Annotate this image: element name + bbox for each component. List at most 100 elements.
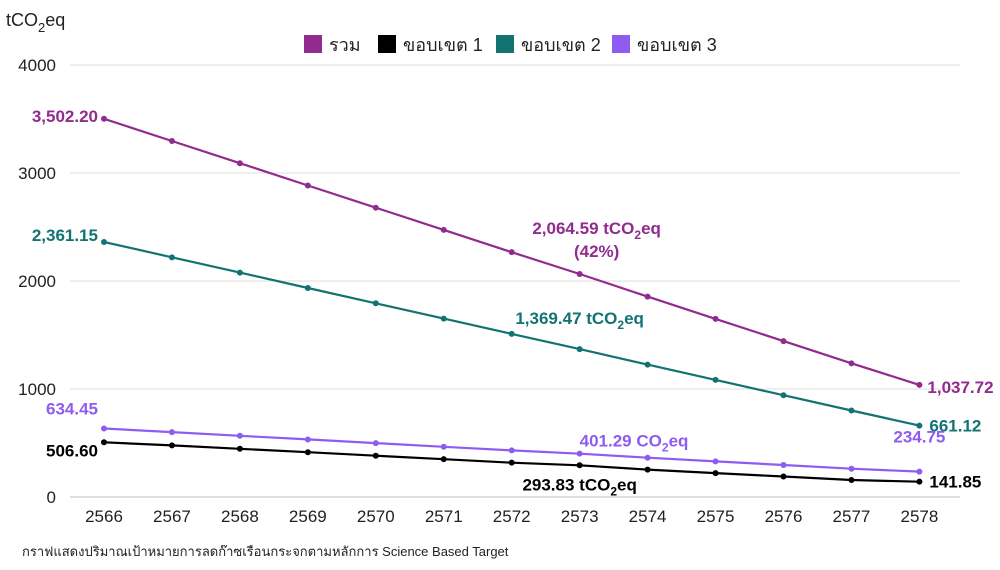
legend-swatch (496, 35, 514, 53)
data-point (372, 300, 379, 307)
data-labels: 3,502.20 1,037.72 2,064.59 tCO2eq(42%) 2,36… (32, 107, 994, 499)
legend-item: ขอบเขต 2 (496, 35, 601, 55)
data-label-percent: (42%) (574, 242, 619, 261)
data-point (101, 238, 107, 245)
legend-swatch (378, 35, 396, 53)
x-tick-label: 2571 (425, 507, 463, 526)
data-point (848, 360, 855, 367)
y-axis-ticks: 0 1000 2000 3000 4000 (18, 56, 56, 507)
x-tick-label: 2574 (629, 507, 667, 526)
data-point (168, 254, 175, 261)
data-point (440, 226, 447, 233)
data-point (440, 443, 447, 450)
data-point (576, 462, 583, 469)
x-tick-label: 2572 (493, 507, 531, 526)
data-point (712, 315, 719, 322)
y-tick-label: 2000 (18, 272, 56, 291)
data-point (916, 381, 923, 388)
data-point (644, 466, 651, 473)
y-tick-label: 1000 (18, 380, 56, 399)
legend-swatch (612, 35, 630, 53)
data-point (644, 293, 651, 300)
x-axis-ticks: 2566 2567 2568 2569 2570 2571 2572 2573 2574 2575… (85, 507, 938, 526)
data-point (236, 269, 243, 276)
data-point (101, 115, 107, 122)
data-label: 506.60 (46, 441, 98, 460)
legend-item: ขอบเขต 1 (378, 35, 483, 55)
data-point (372, 440, 379, 447)
data-point (304, 182, 311, 189)
data-point (576, 346, 583, 353)
data-point (848, 477, 855, 484)
x-tick-label: 2575 (697, 507, 735, 526)
chart-caption: กราฟแสดงปริมาณเป้าหมายการลดก๊าซเรือนกระจ… (22, 544, 509, 559)
data-point (780, 462, 787, 469)
data-label: 1,037.72 (927, 378, 993, 397)
data-point (712, 470, 719, 477)
x-tick-label: 2566 (85, 507, 123, 526)
x-tick-label: 2576 (765, 507, 803, 526)
data-point (236, 160, 243, 167)
data-label: 293.83 tCO2eq (522, 475, 636, 498)
y-tick-label: 0 (47, 488, 56, 507)
x-tick-label: 2573 (561, 507, 599, 526)
data-point (644, 361, 651, 368)
data-point (780, 473, 787, 480)
data-point (101, 439, 107, 446)
data-point (236, 432, 243, 439)
x-tick-label: 2567 (153, 507, 191, 526)
data-point (101, 425, 107, 432)
x-tick-label: 2568 (221, 507, 259, 526)
data-label: 234.75 (893, 428, 945, 447)
data-point (440, 315, 447, 322)
legend-item: รวม (304, 35, 361, 55)
data-point (916, 478, 923, 485)
x-tick-label: 2570 (357, 507, 395, 526)
data-label: 661.12 (929, 417, 981, 436)
data-point (644, 454, 651, 461)
data-label: 1,369.47 tCO2eq (515, 309, 644, 332)
y-axis-label: tCO2eq (6, 10, 65, 35)
data-point (168, 429, 175, 436)
data-point (236, 445, 243, 452)
data-label: 401.29 CO2eq (580, 432, 689, 455)
legend-label: ขอบเขต 1 (403, 35, 483, 55)
x-tick-label: 2578 (900, 507, 938, 526)
legend-label: ขอบเขต 2 (521, 35, 601, 55)
legend: รวม ขอบเขต 1 ขอบเขต 2 ขอบเขต 3 (304, 35, 717, 55)
x-tick-label: 2569 (289, 507, 327, 526)
x-tick-label: 2577 (833, 507, 871, 526)
data-point (304, 449, 311, 456)
legend-label: ขอบเขต 3 (637, 35, 717, 55)
data-label: 2,361.15 (32, 226, 98, 245)
data-point (372, 204, 379, 211)
data-point (304, 436, 311, 443)
data-label: 3,502.20 (32, 107, 98, 126)
data-label: 2,064.59 tCO2eq (532, 219, 661, 242)
data-point (712, 458, 719, 465)
y-tick-label: 3000 (18, 164, 56, 183)
data-point (576, 450, 583, 457)
legend-label: รวม (329, 35, 361, 55)
data-point (712, 376, 719, 383)
data-point (916, 422, 923, 429)
data-point (848, 465, 855, 472)
data-point (168, 442, 175, 449)
data-point (168, 137, 175, 144)
data-point (576, 271, 583, 278)
data-point (780, 392, 787, 399)
data-point (780, 338, 787, 345)
legend-swatch (304, 35, 322, 53)
data-point (508, 249, 515, 256)
y-tick-label: 4000 (18, 56, 56, 75)
data-point (508, 330, 515, 337)
data-label: 141.85 (929, 473, 981, 492)
data-point (508, 447, 515, 454)
series-points (101, 115, 923, 485)
data-point (508, 459, 515, 466)
data-point (848, 407, 855, 414)
legend-item: ขอบเขต 3 (612, 35, 717, 55)
data-point (916, 468, 923, 475)
gridlines (70, 64, 960, 498)
